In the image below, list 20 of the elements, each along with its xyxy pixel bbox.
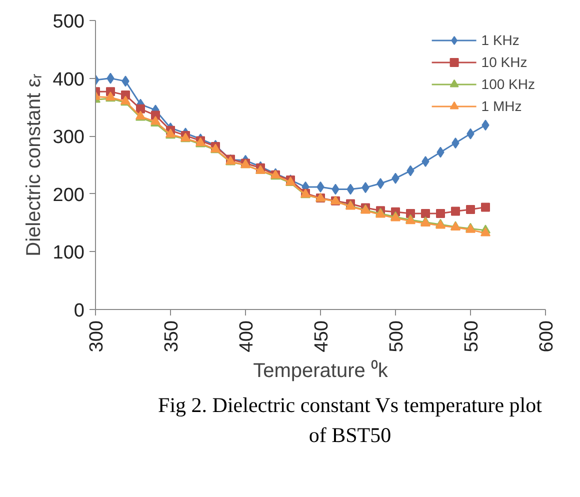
legend-label: 1 MHz: [481, 98, 522, 114]
x-tick-label: 450: [312, 320, 332, 352]
y-axis-title: Dielectric constant εᵣ: [22, 73, 45, 256]
y-tick-label: 200: [52, 184, 84, 206]
legend-label: 10 KHz: [481, 54, 528, 70]
y-tick-label: 500: [52, 12, 84, 32]
x-tick-label: 550: [462, 320, 482, 352]
x-tick-label: 500: [386, 320, 408, 352]
y-tick-label: 400: [52, 69, 84, 90]
x-axis-title: Temperature ⁰k: [253, 359, 389, 382]
x-tick-label: 300: [86, 320, 108, 352]
y-tick-label: 300: [52, 127, 84, 148]
caption: Fig 2. Dielectric constant Vs temperature plot of BST50: [157, 392, 543, 449]
legend-label: 1 KHz: [481, 32, 520, 48]
x-tick-label: 600: [536, 320, 558, 352]
legend-label: 100 KHz: [481, 76, 535, 92]
x-tick-label: 400: [236, 320, 258, 352]
x-tick-label: 350: [162, 320, 182, 352]
y-tick-label: 100: [52, 242, 84, 264]
y-tick-label: 0: [74, 300, 85, 322]
